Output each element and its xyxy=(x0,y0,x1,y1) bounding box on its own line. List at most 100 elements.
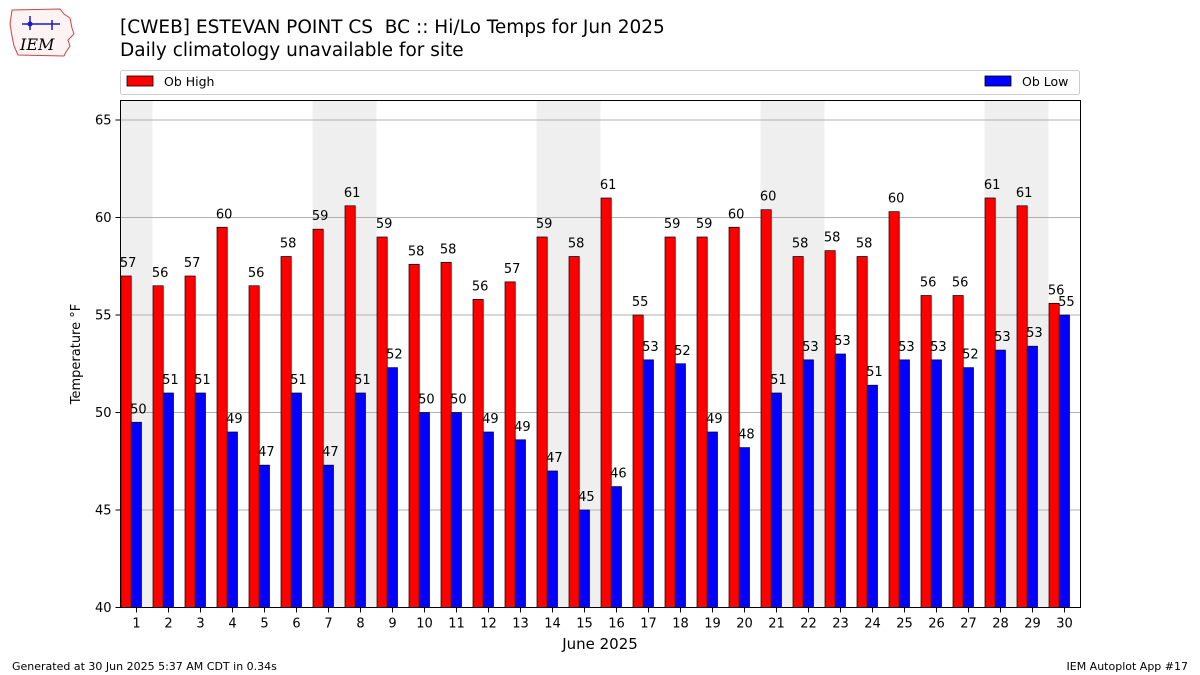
data-label-high: 60 xyxy=(888,192,905,207)
data-label-high: 56 xyxy=(952,276,969,291)
legend-swatch-high xyxy=(126,75,154,87)
x-tick-label: 11 xyxy=(448,617,465,632)
data-label-low: 51 xyxy=(162,373,179,388)
data-label-low: 50 xyxy=(418,393,435,408)
bar-low xyxy=(642,359,654,608)
bar-high xyxy=(600,197,612,608)
legend-label-low: Ob Low xyxy=(1022,74,1068,89)
data-label-high: 58 xyxy=(408,244,425,259)
data-label-low: 45 xyxy=(578,490,595,505)
bar-low xyxy=(482,431,494,608)
data-label-low: 51 xyxy=(194,373,211,388)
data-label-low: 47 xyxy=(322,445,339,460)
x-tick-label: 23 xyxy=(832,617,849,632)
x-tick-label: 7 xyxy=(324,617,332,632)
x-tick-label: 18 xyxy=(672,617,689,632)
bar-low xyxy=(770,392,782,608)
data-label-high: 61 xyxy=(344,186,361,201)
bar-high xyxy=(664,236,676,608)
plot-frame xyxy=(120,100,1081,608)
bar-low xyxy=(610,486,622,608)
bar-low xyxy=(930,359,942,608)
bar-low xyxy=(194,392,206,608)
chart-title: [CWEB] ESTEVAN POINT CS BC :: Hi/Lo Temp… xyxy=(120,17,665,38)
bar-high xyxy=(1048,302,1060,608)
data-label-low: 48 xyxy=(738,428,755,443)
x-tick-label: 9 xyxy=(388,617,396,632)
x-tick-label: 14 xyxy=(544,617,561,632)
bar-low xyxy=(130,421,142,608)
data-label-high: 59 xyxy=(664,217,681,232)
y-tick-label: 40 xyxy=(95,601,112,616)
bar-high xyxy=(888,211,900,608)
bar-high xyxy=(952,295,964,608)
x-tick-label: 29 xyxy=(1024,617,1041,632)
legend-swatch-low xyxy=(984,75,1012,87)
x-axis-label: June 2025 xyxy=(561,635,638,653)
x-tick-label: 13 xyxy=(512,617,529,632)
data-label-high: 58 xyxy=(280,237,297,252)
bar-low xyxy=(322,464,334,608)
data-label-high: 59 xyxy=(312,209,329,224)
x-axis: 1 2 3 4 5 6 7 8 9 10 11 12 13 14 15 16 17 18 19 20 21 22 23 24 2… xyxy=(132,607,1073,632)
x-tick-label: 2 xyxy=(164,617,172,632)
iem-logo-icon: IEM xyxy=(8,6,80,58)
data-label-low: 53 xyxy=(898,340,915,355)
bar-high xyxy=(120,275,132,608)
data-label-high: 57 xyxy=(184,256,201,271)
x-tick-label: 16 xyxy=(608,617,625,632)
bar-low xyxy=(450,412,462,608)
bar-low xyxy=(354,392,366,608)
data-label-low: 51 xyxy=(770,373,787,388)
data-label-low: 49 xyxy=(706,412,723,427)
legend: Ob High Ob Low xyxy=(120,70,1080,95)
bar-high xyxy=(184,275,196,608)
bar-high xyxy=(344,205,356,608)
y-axis-label: Temperature °F xyxy=(69,304,84,405)
chart-subtitle: Daily climatology unavailable for site xyxy=(120,40,464,61)
data-label-low: 50 xyxy=(450,393,467,408)
data-label-high: 56 xyxy=(920,276,937,291)
bar-low xyxy=(578,509,590,608)
legend-label-high: Ob High xyxy=(164,74,214,89)
data-label-low: 53 xyxy=(642,340,659,355)
bar-high xyxy=(312,228,324,608)
bar-low xyxy=(290,392,302,608)
data-label-low: 53 xyxy=(802,340,819,355)
data-label-low: 53 xyxy=(834,334,851,349)
bars xyxy=(120,197,1070,608)
bar-low xyxy=(834,353,846,608)
data-label-high: 58 xyxy=(440,242,457,257)
data-label-low: 49 xyxy=(514,420,531,435)
x-tick-label: 21 xyxy=(768,617,785,632)
bar-low xyxy=(386,367,398,608)
y-axis: 40 45 50 55 60 65 xyxy=(95,114,121,616)
data-label-low: 52 xyxy=(386,348,403,363)
data-label-low: 51 xyxy=(290,373,307,388)
x-tick-label: 6 xyxy=(292,617,300,632)
bar-high xyxy=(824,250,836,608)
data-label-low: 55 xyxy=(1058,295,1075,310)
data-label-low: 52 xyxy=(962,348,979,363)
bar-high xyxy=(984,197,996,608)
bar-low xyxy=(866,384,878,608)
bar-low xyxy=(1026,345,1038,608)
y-tick-label: 65 xyxy=(95,114,112,129)
data-label-high: 57 xyxy=(504,262,521,277)
bar-high xyxy=(568,256,580,608)
data-label-high: 57 xyxy=(120,256,137,271)
x-tick-label: 28 xyxy=(992,617,1009,632)
bar-low xyxy=(994,349,1006,608)
bar-low xyxy=(418,412,430,608)
data-label-low: 49 xyxy=(226,412,243,427)
bar-low xyxy=(674,363,686,608)
bar-high xyxy=(1016,205,1028,608)
bar-low xyxy=(802,359,814,608)
data-label-high: 56 xyxy=(152,266,169,281)
data-label-high: 58 xyxy=(824,231,841,246)
bar-high xyxy=(792,256,804,608)
data-label-low: 49 xyxy=(482,412,499,427)
data-label-low: 51 xyxy=(866,365,883,380)
x-tick-label: 22 xyxy=(800,617,817,632)
data-label-high: 59 xyxy=(536,217,553,232)
